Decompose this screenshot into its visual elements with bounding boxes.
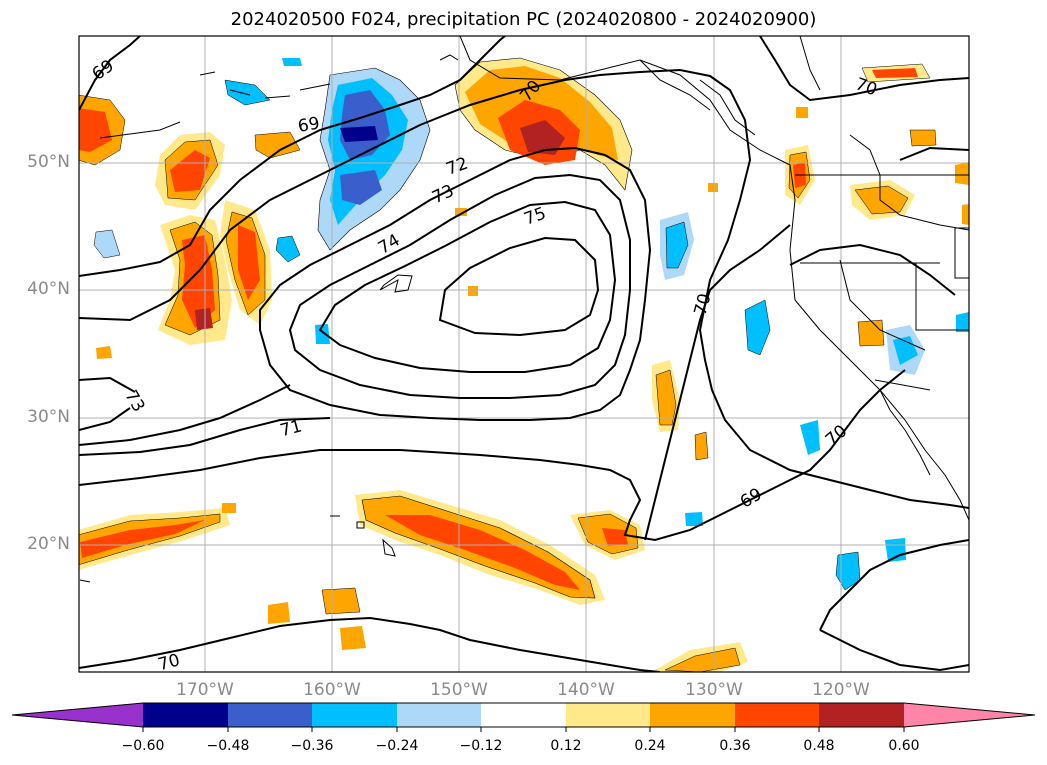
- colorbar-tick-label: −0.24: [375, 738, 419, 754]
- colorbar-bin: [143, 703, 228, 727]
- colorbar-bin: [650, 703, 735, 727]
- lon-label: 150°W: [430, 680, 488, 700]
- graticule: [79, 36, 969, 672]
- coastlines: [79, 36, 969, 583]
- positive-anomaly-regions: [79, 57, 969, 672]
- isoline-label: 69: [296, 113, 321, 136]
- isolines: [79, 36, 969, 672]
- isoline-label: 69: [89, 56, 118, 85]
- lat-label: 40°N: [27, 279, 70, 299]
- map-title: 2024020500 F024, precipitation PC (20240…: [230, 9, 817, 30]
- lat-label: 20°N: [27, 534, 70, 554]
- isoline-label: 70: [822, 421, 851, 450]
- colorbar-bin: [566, 703, 650, 727]
- colorbar-tick-label: −0.36: [290, 738, 334, 754]
- lon-label: 120°W: [812, 680, 870, 700]
- colorbar-tick-label: −0.48: [206, 738, 250, 754]
- lon-label: 170°W: [176, 680, 234, 700]
- colorbar-bin: [481, 703, 566, 727]
- colorbar-bin: [735, 703, 819, 727]
- colorbar-tick-label: 0.12: [550, 738, 582, 754]
- lon-label: 140°W: [557, 680, 615, 700]
- colorbar-tick-label: 0.24: [634, 738, 666, 754]
- colorbar-extend-left: [12, 703, 143, 727]
- isoline-label: 74: [375, 230, 404, 258]
- negative-anomaly-regions: [93, 58, 969, 591]
- colorbar: [11, 702, 1036, 732]
- colorbar-extend-right: [904, 703, 1035, 727]
- colorbar-tick-label: 0.48: [803, 738, 835, 754]
- lon-label: 130°W: [685, 680, 743, 700]
- lat-label: 50°N: [27, 152, 70, 172]
- colorbar-bin: [819, 703, 904, 727]
- precip-field: [79, 57, 969, 672]
- isoline-label: 69: [737, 484, 766, 512]
- isoline-label: 73: [429, 181, 457, 208]
- isoline-label: 72: [444, 154, 471, 180]
- map-frame: [78, 35, 970, 673]
- colorbar-tick-label: −0.60: [121, 738, 165, 754]
- colorbar-tick-label: 0.60: [888, 738, 920, 754]
- colorbar-bin: [228, 703, 312, 727]
- colorbar-tick-label: 0.36: [719, 738, 751, 754]
- lat-label: 30°N: [27, 407, 70, 427]
- colorbar-tick-label: −0.12: [459, 738, 503, 754]
- isoline-label: 70: [691, 291, 716, 317]
- colorbar-bin: [312, 703, 397, 727]
- lon-label: 160°W: [303, 680, 361, 700]
- colorbar-bin: [397, 703, 481, 727]
